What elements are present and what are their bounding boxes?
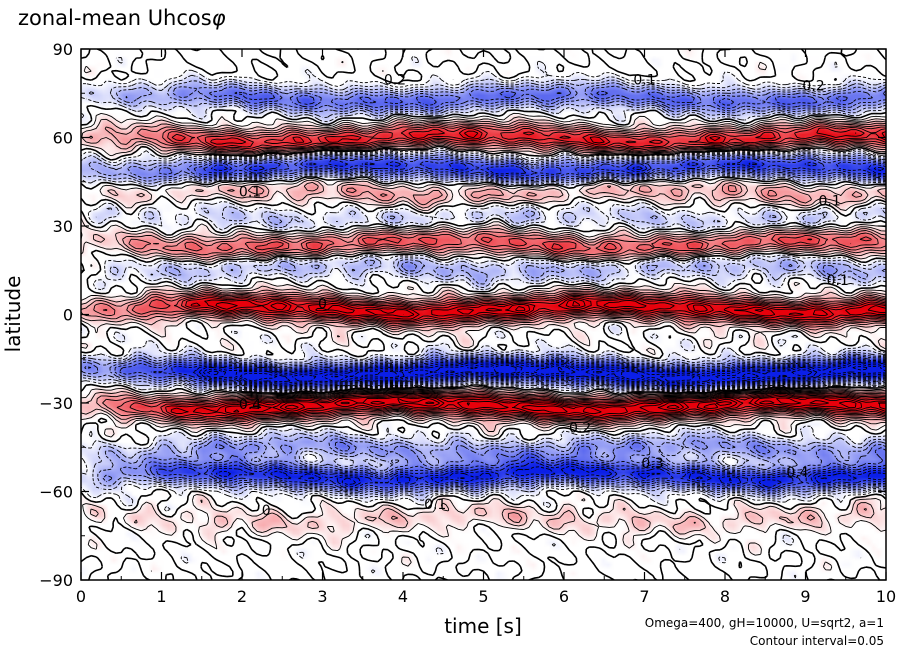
y-tick-label: −90 <box>39 571 73 590</box>
contour-level <box>202 363 886 384</box>
contour-level <box>81 79 886 498</box>
contour-level <box>102 121 886 424</box>
x-tick-label: 10 <box>876 587 896 606</box>
y-tick-label: −60 <box>39 483 73 502</box>
contour-labels: 0.2 0.1 0.2 0.1 0.1 0 0.1 0.4 0.2 0.3 0.4 0 0.1 <box>239 72 849 519</box>
y-tick-label: 90 <box>53 40 73 59</box>
title-text: zonal-mean Uhcos <box>18 6 212 30</box>
contour-label: 0 <box>318 297 327 313</box>
y-tick-label: −30 <box>39 394 73 413</box>
y-tick-label: 30 <box>53 217 73 236</box>
contour-level <box>150 156 886 492</box>
x-tick-label: 9 <box>800 587 810 606</box>
contour-level <box>160 125 886 422</box>
contour-label: 0.2 <box>384 72 406 88</box>
title-phi-symbol: φ <box>211 6 226 30</box>
contour-level <box>129 123 886 423</box>
contour-level <box>233 300 857 415</box>
x-tick-label: 7 <box>639 587 649 606</box>
contour-level <box>81 49 886 580</box>
contour-label: 0.2 <box>802 78 824 94</box>
chart-title: zonal-mean Uhcosφ <box>18 6 226 30</box>
contour-level <box>170 130 886 419</box>
x-tick-label: 5 <box>478 587 488 606</box>
contour-level <box>81 116 886 535</box>
x-tick-label: 8 <box>720 587 730 606</box>
contour-level <box>84 85 886 495</box>
contour-label: 0.2 <box>569 421 591 437</box>
x-tick-label: 1 <box>156 587 166 606</box>
contour-level <box>215 299 886 417</box>
contour-label: 0.4 <box>239 397 261 413</box>
contour-label: 0.1 <box>633 72 655 88</box>
contour-level <box>192 162 886 488</box>
contour-interval-text: Contour interval=0.05 <box>749 634 884 648</box>
y-axis-title: latitude <box>1 276 25 353</box>
contour-level <box>81 74 886 501</box>
contour-level <box>81 82 886 496</box>
x-tick-label: 3 <box>317 587 327 606</box>
contour-level <box>207 364 886 382</box>
x-axis: 0 1 2 3 4 5 6 7 8 9 10 <box>76 49 896 606</box>
contour-label: 0.1 <box>239 185 261 201</box>
contour-label: 0.1 <box>819 193 841 209</box>
x-tick-label: 0 <box>76 587 86 606</box>
contour-level <box>171 158 886 490</box>
contour-level <box>284 401 680 410</box>
contour-label: 0.1 <box>424 497 446 513</box>
contour-level <box>119 90 886 493</box>
contour-level <box>81 118 886 524</box>
x-tick-label: 2 <box>237 587 247 606</box>
x-tick-label: 4 <box>398 587 408 606</box>
x-tick-label: 6 <box>559 587 569 606</box>
contour-level <box>81 56 886 579</box>
parameters-text: Omega=400, gH=10000, U=sqrt2, a=1 <box>644 616 884 630</box>
contour-label: 0.3 <box>641 456 663 472</box>
y-tick-label: 0 <box>63 306 73 325</box>
contour-lines <box>81 49 886 580</box>
x-axis-title: time [s] <box>444 614 522 638</box>
y-axis: −90 −60 −30 0 30 60 90 <box>39 40 886 590</box>
contour-level <box>93 120 886 426</box>
contour-level <box>198 361 886 485</box>
y-tick-label: 60 <box>53 129 73 148</box>
contour-label: 0 <box>262 503 271 519</box>
contour-level <box>165 127 886 420</box>
contour-label: 0.1 <box>827 273 849 289</box>
contour-label: 0.4 <box>786 465 808 481</box>
